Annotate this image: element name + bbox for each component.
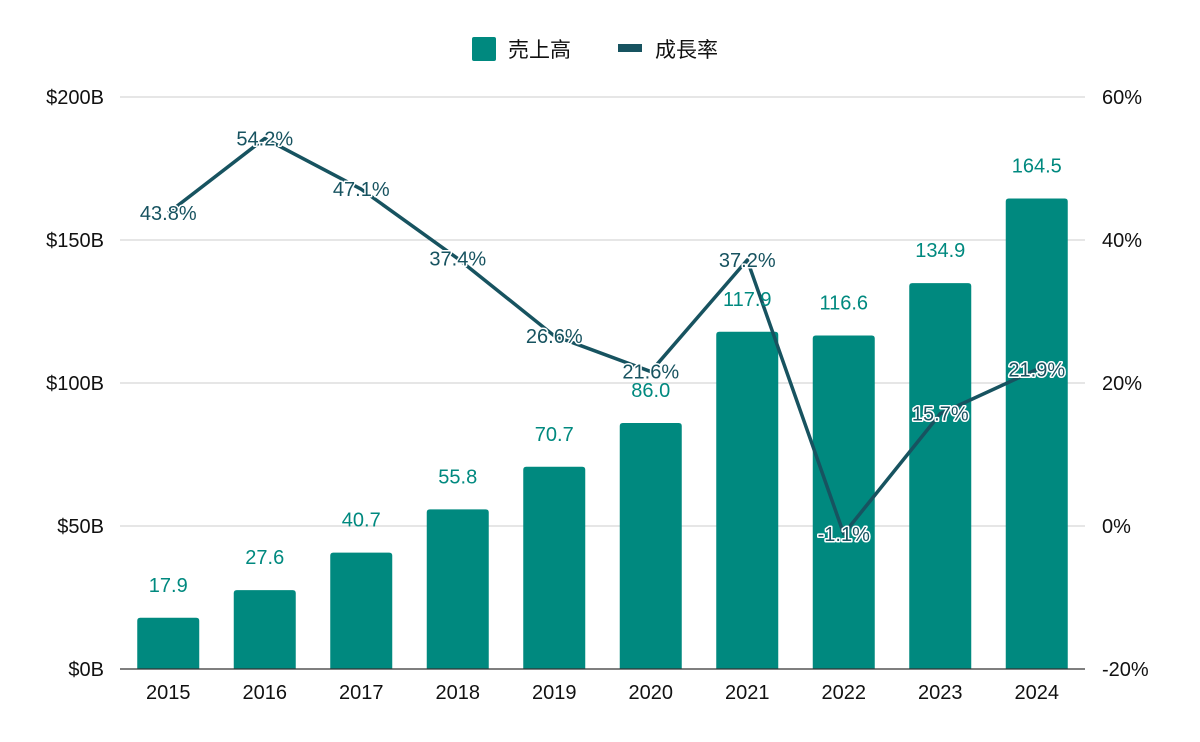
legend-label-bar: 売上高 (508, 38, 571, 62)
x-axis: 2015 2016 2017 2018 2019 2020 2021 2022 2023 2024 (120, 668, 1085, 704)
bar (716, 331, 779, 669)
legend: 売上高 成長率 (472, 37, 718, 62)
left-axis-ticks: $0B $50B $100B $150B $200B (46, 87, 104, 681)
y-left-tick-label: $150B (46, 230, 104, 252)
bar-value-label: 164.5 (1012, 156, 1062, 178)
y-left-tick-label: $0B (68, 659, 104, 681)
y-right-tick-label: 20% (1102, 373, 1142, 395)
x-tick-label: 2019 (532, 682, 577, 704)
bar-value-label: 27.6 (245, 547, 284, 569)
line-value-label: 15.7% (912, 404, 969, 426)
line-value-label: 54.2% (236, 128, 293, 150)
bar-value-label: 116.6 (819, 293, 868, 315)
x-tick-label: 2016 (243, 682, 288, 704)
y-right-tick-label: -20% (1102, 659, 1149, 681)
bar (330, 552, 393, 669)
y-right-tick-label: 40% (1102, 230, 1142, 252)
legend-swatch-bar (472, 37, 496, 61)
bar-data-labels: 17.9 27.6 40.7 55.8 70.7 86.0 117.9 116.6 134.9 1… (149, 156, 1062, 597)
right-axis-ticks: -20% 0% 20% 40% 60% (1102, 87, 1149, 681)
bar (233, 590, 296, 669)
bar (619, 423, 682, 669)
x-tick-label: 2015 (146, 682, 191, 704)
bar-series (137, 198, 1068, 669)
bar-value-label: 70.7 (535, 424, 574, 446)
bar (812, 335, 875, 669)
y-left-tick-label: $200B (46, 87, 104, 109)
y-right-tick-label: 0% (1102, 516, 1131, 538)
bar (1005, 198, 1068, 669)
bar-value-label: 117.9 (723, 289, 772, 311)
bar (137, 617, 200, 669)
line-value-label: 43.8% (140, 203, 197, 225)
line-data-labels: 43.8% 54.2% 47.1% 37.4% 26.6% 21.6% 37.2% -1.1%… (138, 127, 1066, 547)
line-value-label: 37.2% (719, 250, 776, 272)
y-left-tick-label: $50B (57, 516, 104, 538)
line-value-label: 21.9% (1008, 359, 1065, 381)
line-series (167, 136, 1038, 536)
legend-label-line: 成長率 (655, 38, 718, 62)
bar (523, 466, 586, 669)
x-tick-label: 2017 (339, 682, 384, 704)
legend-swatch-line (618, 44, 642, 52)
x-tick-label: 2022 (822, 682, 867, 704)
line-value-label: 47.1% (333, 179, 390, 201)
x-tick-label: 2023 (918, 682, 963, 704)
x-tick-label: 2018 (436, 682, 481, 704)
bar-value-label: 40.7 (342, 510, 381, 532)
line-value-label: -1.1% (818, 524, 870, 546)
y-left-tick-label: $100B (46, 373, 104, 395)
bar-value-label: 134.9 (915, 240, 965, 262)
x-tick-label: 2020 (629, 682, 674, 704)
line-value-label: 37.4% (429, 249, 486, 271)
line-value-label: 26.6% (526, 326, 583, 348)
x-tick-label: 2024 (1015, 682, 1060, 704)
bar-value-label: 17.9 (149, 575, 188, 597)
bar-value-label: 86.0 (631, 380, 670, 402)
bar (426, 509, 489, 669)
growth-line (167, 136, 1038, 536)
bar (909, 283, 972, 669)
y-right-tick-label: 60% (1102, 87, 1142, 109)
x-tick-label: 2021 (725, 682, 770, 704)
line-value-label: 21.6% (622, 362, 679, 384)
bar-value-label: 55.8 (438, 466, 477, 488)
